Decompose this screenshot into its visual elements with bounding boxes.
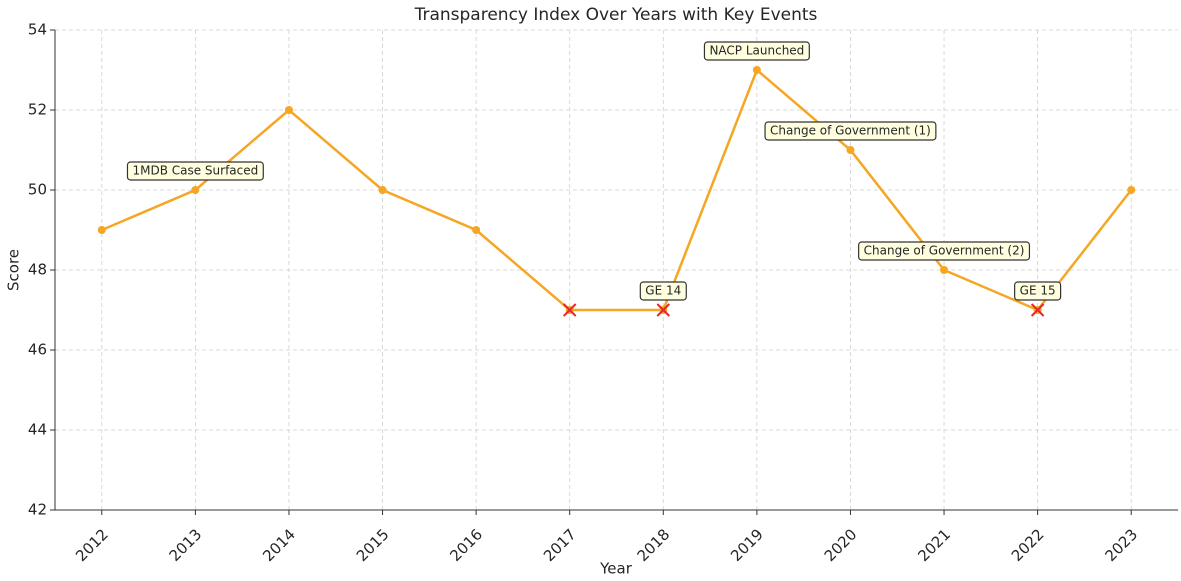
annotation-text: Change of Government (1) — [770, 124, 931, 138]
highlight-marker — [563, 303, 577, 317]
x-tick-label: 2013 — [166, 525, 206, 565]
y-tick-label: 48 — [28, 261, 47, 279]
annotation-box — [858, 241, 1031, 261]
annotation-text: 1MDB Case Surfaced — [132, 164, 258, 178]
annotation-box — [764, 121, 937, 141]
annotation: 1MDB Case Surfaced — [126, 161, 264, 181]
annotation-text: GE 14 — [645, 284, 681, 298]
x-tick-label: 2019 — [727, 525, 767, 565]
line — [101, 67, 1133, 312]
point — [752, 66, 761, 74]
chart-title: Transparency Index Over Years with Key E… — [414, 5, 818, 25]
annotation-text: NACP Launched — [709, 44, 804, 58]
x-tick-label: 2018 — [634, 525, 674, 565]
point — [97, 226, 106, 234]
annotation: Change of Government (1) — [764, 121, 937, 141]
annotation-text: GE 15 — [1020, 284, 1056, 298]
x-tick-label: 2015 — [353, 525, 393, 565]
point — [191, 186, 200, 194]
x-tick-label: 2022 — [1008, 525, 1048, 565]
point — [846, 146, 855, 154]
x-tick-label: 2016 — [446, 525, 486, 565]
x-tick-label: 2012 — [72, 525, 112, 565]
y-tick-label: 46 — [28, 341, 47, 359]
y-tick-label: 44 — [28, 421, 47, 439]
annotation: GE 15 — [1014, 281, 1062, 301]
point — [940, 266, 949, 274]
x-tick-label: 2014 — [259, 525, 299, 565]
y-axis-label: Score — [5, 249, 23, 291]
point — [378, 186, 387, 194]
y-tick-label: 52 — [28, 101, 47, 119]
point — [472, 226, 481, 234]
annotation-box — [126, 161, 264, 181]
x-tick-label: 2021 — [914, 525, 954, 565]
point — [1127, 186, 1136, 194]
x-tick-label: 2020 — [821, 525, 861, 565]
annotation-box — [703, 41, 810, 61]
annotation-box — [639, 281, 687, 301]
annotation-text: Change of Government (2) — [864, 244, 1025, 258]
annotation-box — [1014, 281, 1062, 301]
y-tick-label: 42 — [28, 501, 47, 519]
x-axis-label: Year — [599, 560, 633, 578]
x-tick-label: 2017 — [540, 525, 580, 565]
y-tick-label: 54 — [28, 21, 47, 39]
highlight-marker — [656, 303, 670, 317]
point — [284, 106, 293, 114]
annotation: Change of Government (2) — [858, 241, 1031, 261]
y-tick-label: 50 — [28, 181, 47, 199]
x-tick-label: 2023 — [1101, 525, 1141, 565]
highlight-marker — [1030, 303, 1045, 317]
annotation: GE 14 — [639, 281, 687, 301]
annotation: NACP Launched — [703, 41, 810, 61]
